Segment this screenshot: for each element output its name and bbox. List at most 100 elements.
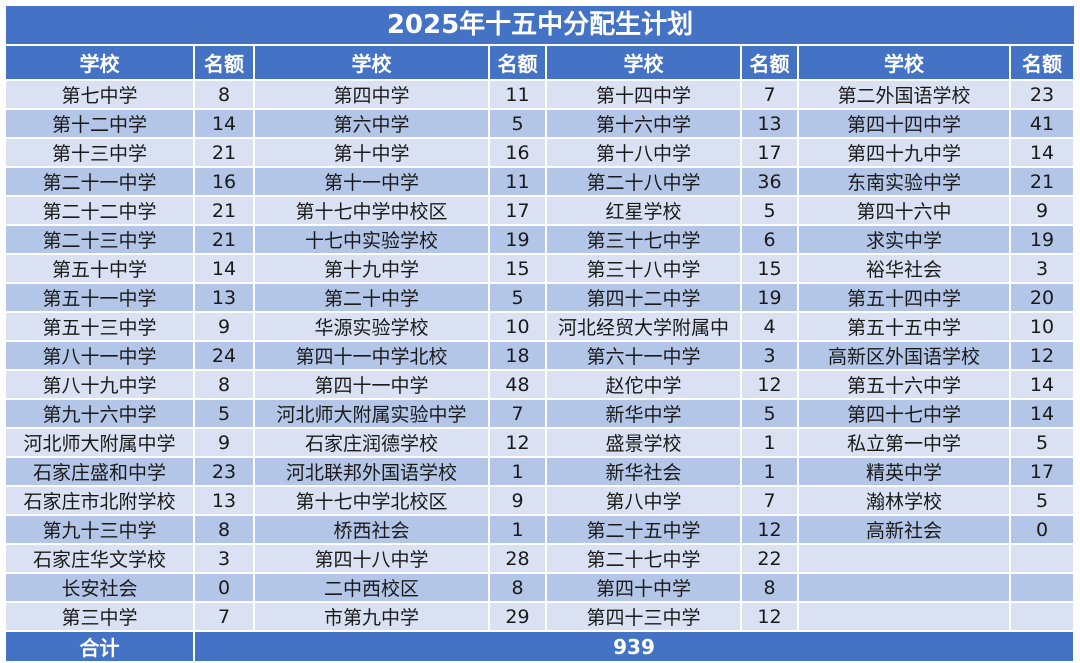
school-cell: 第十一中学 [254, 167, 490, 197]
table-row: 第五十三中学 9 华源实验学校 10 河北经贸大学附属中 4 第五十五中学 10 [6, 312, 1075, 342]
school-cell: 高新区外国语学校 [798, 341, 1011, 371]
school-cell: 第十七中学中校区 [254, 196, 490, 226]
table-row: 石家庄华文学校 3 第四十八中学 28 第二十七中学 22 [6, 544, 1075, 574]
school-cell: 裕华社会 [798, 254, 1011, 284]
table-row: 第二十一中学 16 第十一中学 11 第二十八中学 36 东南实验中学 21 [6, 167, 1075, 197]
quota-cell: 17 [741, 138, 799, 168]
quota-cell: 17 [489, 196, 547, 226]
school-cell: 第五十六中学 [798, 370, 1011, 400]
allocation-sheet: 2025年十五中分配生计划 学校 名额 学校 名额 学校 名额 学校 名额 第七… [6, 6, 1075, 663]
school-cell: 第二十三中学 [6, 225, 195, 255]
table-row: 石家庄市北附学校 13 第十七中学北校区 9 第八中学 7 瀚林学校 5 [6, 486, 1075, 516]
school-cell: 精英中学 [798, 457, 1011, 487]
quota-cell: 14 [194, 109, 255, 139]
quota-cell: 8 [489, 573, 547, 603]
quota-cell: 5 [194, 399, 255, 429]
table-row: 石家庄盛和中学 23 河北联邦外国语学校 1 新华社会 1 精英中学 17 [6, 457, 1075, 487]
school-cell: 市第九中学 [254, 602, 490, 632]
table-row: 第二十三中学 21 十七中实验学校 19 第三十七中学 6 求实中学 19 [6, 225, 1075, 255]
quota-cell: 7 [741, 486, 799, 516]
school-cell: 求实中学 [798, 225, 1011, 255]
quota-cell: 15 [489, 254, 547, 284]
school-cell: 第十六中学 [546, 109, 742, 139]
school-cell: 第二十一中学 [6, 167, 195, 197]
school-cell: 第六十一中学 [546, 341, 742, 371]
quota-cell: 16 [489, 138, 547, 168]
table-row: 第五十一中学 13 第二十中学 5 第四十二中学 19 第五十四中学 20 [6, 283, 1075, 313]
total-label: 合计 [6, 631, 195, 663]
quota-cell: 7 [741, 80, 799, 110]
quota-cell: 36 [741, 167, 799, 197]
quota-cell: 12 [1010, 341, 1075, 371]
quota-cell: 16 [194, 167, 255, 197]
school-cell: 第四十六中 [798, 196, 1011, 226]
table-row: 第五十中学 14 第十九中学 15 第三十八中学 15 裕华社会 3 [6, 254, 1075, 284]
quota-cell: 19 [489, 225, 547, 255]
quota-cell: 19 [1010, 225, 1075, 255]
school-cell: 石家庄润德学校 [254, 428, 490, 458]
header-quota: 名额 [489, 46, 547, 81]
table-row: 第十三中学 21 第十中学 16 第十八中学 17 第四十九中学 14 [6, 138, 1075, 168]
school-cell [798, 573, 1011, 603]
school-cell: 第二十五中学 [546, 515, 742, 545]
quota-cell [1010, 573, 1075, 603]
school-cell: 第四十九中学 [798, 138, 1011, 168]
header-quota: 名额 [1010, 46, 1075, 81]
school-cell: 长安社会 [6, 573, 195, 603]
school-cell: 新华中学 [546, 399, 742, 429]
header-school: 学校 [6, 46, 195, 81]
school-cell: 第八十一中学 [6, 341, 195, 371]
school-cell: 华源实验学校 [254, 312, 490, 342]
school-cell: 第五十一中学 [6, 283, 195, 313]
school-cell: 第十二中学 [6, 109, 195, 139]
quota-cell: 15 [741, 254, 799, 284]
quota-cell: 21 [194, 225, 255, 255]
school-cell: 石家庄市北附学校 [6, 486, 195, 516]
quota-cell: 8 [194, 370, 255, 400]
school-cell: 第九十六中学 [6, 399, 195, 429]
school-cell: 第六中学 [254, 109, 490, 139]
quota-cell: 19 [741, 283, 799, 313]
quota-cell: 11 [489, 167, 547, 197]
school-cell: 河北师大附属实验中学 [254, 399, 490, 429]
header-school: 学校 [546, 46, 742, 81]
school-cell: 私立第一中学 [798, 428, 1011, 458]
quota-cell: 41 [1010, 109, 1075, 139]
quota-cell: 5 [741, 196, 799, 226]
school-cell: 第十三中学 [6, 138, 195, 168]
school-cell: 二中西校区 [254, 573, 490, 603]
school-cell: 第四十一中学北校 [254, 341, 490, 371]
school-cell: 第八中学 [546, 486, 742, 516]
quota-cell [1010, 544, 1075, 574]
quota-cell: 21 [194, 196, 255, 226]
quota-cell: 28 [489, 544, 547, 574]
quota-cell: 5 [1010, 428, 1075, 458]
quota-cell: 3 [741, 341, 799, 371]
table-row: 第三中学 7 市第九中学 29 第四十三中学 12 [6, 602, 1075, 632]
table-row: 第八十九中学 8 第四十一中学 48 赵佗中学 12 第五十六中学 14 [6, 370, 1075, 400]
table-row: 第七中学 8 第四中学 11 第十四中学 7 第二外国语学校 23 [6, 80, 1075, 110]
quota-cell: 13 [194, 283, 255, 313]
quota-cell: 5 [489, 283, 547, 313]
total-value: 939 [194, 631, 1075, 663]
school-cell: 河北联邦外国语学校 [254, 457, 490, 487]
table-row: 第十二中学 14 第六中学 5 第十六中学 13 第四十四中学 41 [6, 109, 1075, 139]
school-cell: 新华社会 [546, 457, 742, 487]
school-cell: 第五十五中学 [798, 312, 1011, 342]
quota-cell: 18 [489, 341, 547, 371]
quota-cell: 4 [741, 312, 799, 342]
header-quota: 名额 [194, 46, 255, 81]
school-cell: 第二十八中学 [546, 167, 742, 197]
school-cell: 第九十三中学 [6, 515, 195, 545]
quota-cell: 12 [741, 602, 799, 632]
school-cell: 第二十七中学 [546, 544, 742, 574]
quota-cell: 13 [194, 486, 255, 516]
quota-cell: 8 [194, 515, 255, 545]
quota-cell: 0 [194, 573, 255, 603]
school-cell: 第七中学 [6, 80, 195, 110]
quota-cell: 3 [194, 544, 255, 574]
quota-cell: 17 [1010, 457, 1075, 487]
quota-cell: 22 [741, 544, 799, 574]
quota-cell: 1 [741, 457, 799, 487]
school-cell: 瀚林学校 [798, 486, 1011, 516]
